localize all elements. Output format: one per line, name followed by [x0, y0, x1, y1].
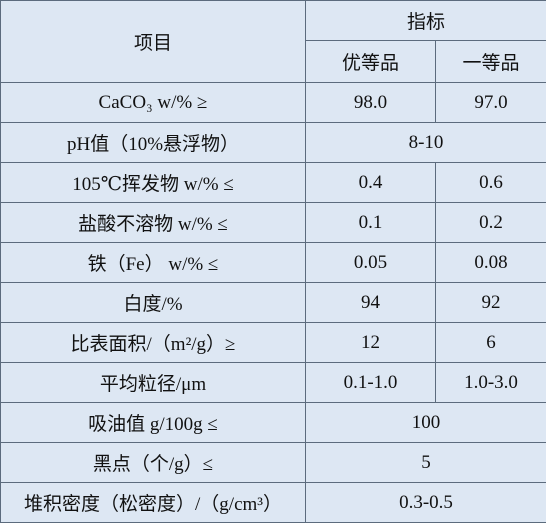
header-cell: 优等品: [306, 41, 436, 83]
row-label: 铁（Fe） w/% ≤: [1, 243, 306, 283]
value-cell: 1.0-3.0: [436, 363, 546, 403]
value-cell: 12: [306, 323, 436, 363]
value-cell: 8-10: [306, 123, 546, 163]
row-label: 黑点（个/g）≤: [1, 443, 306, 483]
row-label: 比表面积/（m²/g）≥: [1, 323, 306, 363]
header-cell: 一等品: [436, 41, 546, 83]
row-label: CaCO₃ w/% ≥: [1, 83, 306, 123]
value-cell: 0.1: [306, 203, 436, 243]
value-cell: 97.0: [436, 83, 546, 123]
value-cell: 0.1-1.0: [306, 363, 436, 403]
data-row: 黑点（个/g）≤5: [1, 443, 546, 483]
header-row: 项目 指标: [1, 1, 546, 41]
value-cell: 0.3-0.5: [306, 483, 546, 523]
header-cell: 指标: [306, 1, 546, 41]
row-label: 盐酸不溶物 w/% ≤: [1, 203, 306, 243]
data-row: 吸油值 g/100g ≤100: [1, 403, 546, 443]
value-cell: 94: [306, 283, 436, 323]
value-cell: 6: [436, 323, 546, 363]
data-row: 堆积密度（松密度）/（g/cm³）0.3-0.5: [1, 483, 546, 523]
value-cell: 100: [306, 403, 546, 443]
value-cell: 5: [306, 443, 546, 483]
row-label: 105℃挥发物 w/% ≤: [1, 163, 306, 203]
row-label: 平均粒径/μm: [1, 363, 306, 403]
value-cell: 0.08: [436, 243, 546, 283]
value-cell: 92: [436, 283, 546, 323]
value-cell: 0.2: [436, 203, 546, 243]
value-cell: 0.4: [306, 163, 436, 203]
header-cell: 项目: [1, 1, 306, 83]
row-label: 白度/%: [1, 283, 306, 323]
value-cell: 0.05: [306, 243, 436, 283]
value-cell: 98.0: [306, 83, 436, 123]
value-cell: 0.6: [436, 163, 546, 203]
row-label: pH值（10%悬浮物）: [1, 123, 306, 163]
row-label: 吸油值 g/100g ≤: [1, 403, 306, 443]
row-label: 堆积密度（松密度）/（g/cm³）: [1, 483, 306, 523]
data-row: pH值（10%悬浮物）8-10: [1, 123, 546, 163]
